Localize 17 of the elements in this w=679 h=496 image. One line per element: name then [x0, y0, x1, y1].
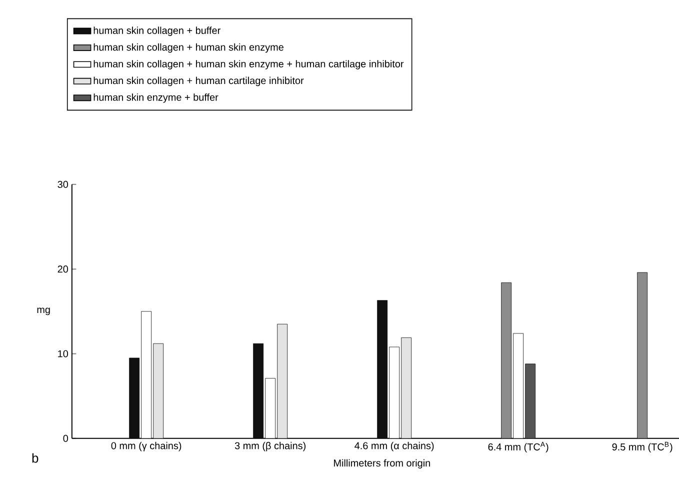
- legend-label: human skin collagen + human cartilage inhibitor: [94, 76, 304, 86]
- x-tick-label: 3 mm (β chains): [234, 442, 306, 452]
- x-tick-label: 6.4 mm (TC$^{A}$): [488, 442, 548, 452]
- legend-label: human skin collagen + buffer: [94, 26, 220, 36]
- legend-label: human skin collagen + human skin enzyme: [94, 43, 284, 53]
- y-axis-title: mg: [37, 308, 50, 316]
- x-tick-label: 0 mm (γ chains): [111, 442, 182, 452]
- legend-label: human skin enzyme + buffer: [94, 93, 218, 103]
- x-tick-label: 4.6 mm (α chains): [354, 442, 434, 452]
- y-tick-label: 30: [58, 180, 68, 188]
- y-tick-label: 10: [58, 350, 68, 358]
- x-axis-title: Millimeters from origin: [334, 459, 430, 469]
- legend-label: human skin collagen + human skin enzyme + human cartilage inhibitor: [94, 60, 404, 70]
- text: b: [32, 453, 38, 463]
- y-tick-label: 0: [63, 434, 68, 442]
- y-tick-label: 20: [58, 266, 68, 273]
- x-tick-label: 9.5 mm (TC$^{B}$): [612, 442, 672, 452]
